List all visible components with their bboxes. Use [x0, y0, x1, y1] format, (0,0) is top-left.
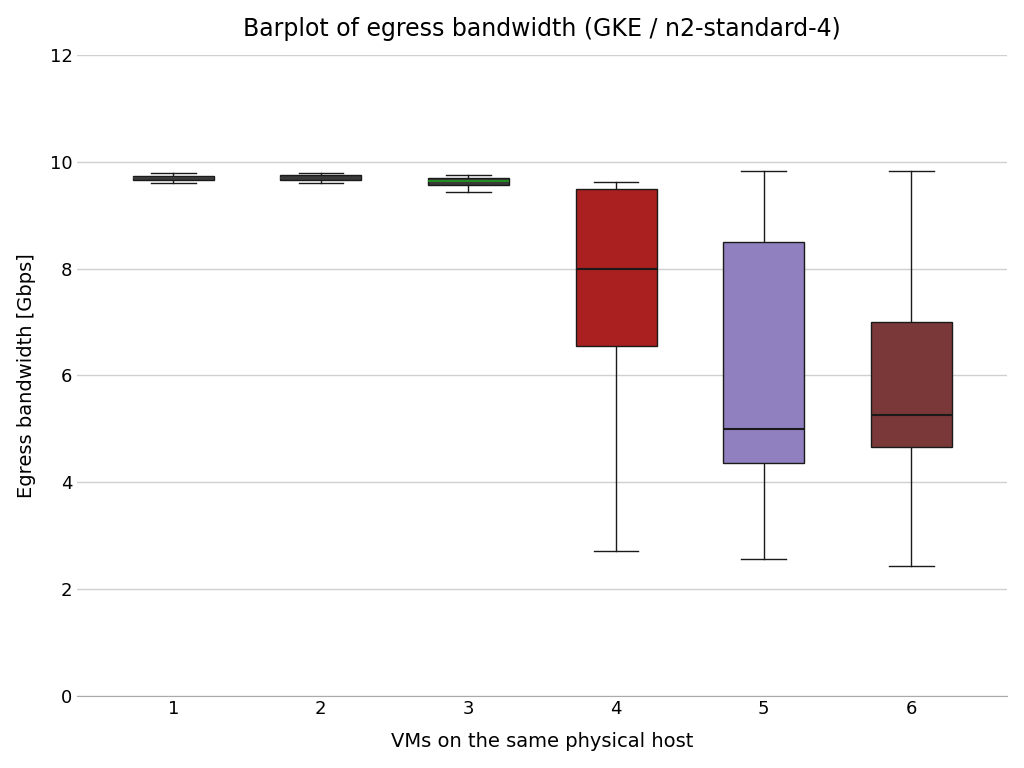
- Bar: [723, 242, 804, 463]
- Bar: [428, 178, 509, 185]
- Bar: [870, 322, 952, 448]
- Bar: [133, 176, 214, 180]
- X-axis label: VMs on the same physical host: VMs on the same physical host: [391, 733, 693, 751]
- Title: Barplot of egress bandwidth (GKE / n2-standard-4): Barplot of egress bandwidth (GKE / n2-st…: [244, 17, 841, 41]
- Bar: [575, 188, 656, 346]
- Bar: [281, 175, 361, 180]
- Y-axis label: Egress bandwidth [Gbps]: Egress bandwidth [Gbps]: [16, 253, 36, 498]
